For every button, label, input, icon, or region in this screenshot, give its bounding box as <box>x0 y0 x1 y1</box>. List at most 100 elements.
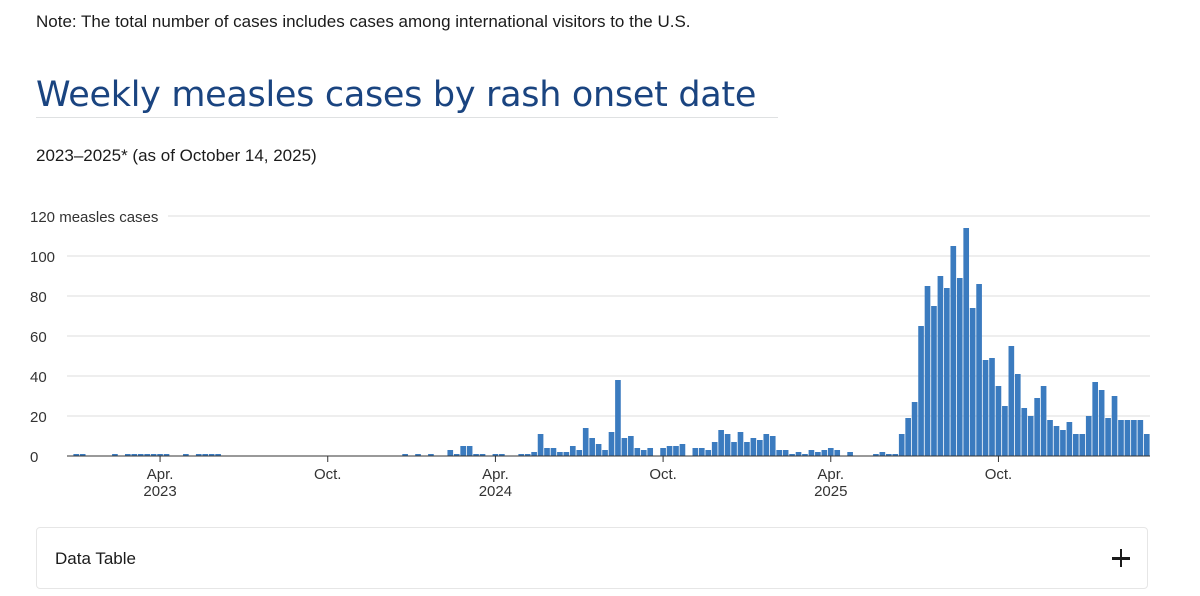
bar <box>802 454 808 456</box>
bar <box>1014 374 1021 456</box>
bar <box>144 454 150 456</box>
bar <box>885 454 892 456</box>
bar <box>950 246 957 456</box>
bar <box>466 446 473 456</box>
bar <box>1060 430 1066 456</box>
y-axis-labels: 0 20 40 60 80 100 120 measles cases <box>30 209 158 466</box>
bar <box>705 450 712 456</box>
bar <box>879 452 886 456</box>
data-table-accordion[interactable]: Data Table <box>36 527 1148 589</box>
y-tick-label: 80 <box>30 289 47 306</box>
bar <box>557 452 563 456</box>
bar <box>402 454 408 456</box>
bar <box>718 430 724 456</box>
bar <box>1092 382 1099 456</box>
bar <box>518 454 525 456</box>
data-table-label: Data Table <box>55 549 136 568</box>
bar <box>995 386 1002 456</box>
bar <box>1066 422 1073 456</box>
x-tick-label-month: Oct. <box>985 466 1013 483</box>
bar <box>1034 398 1040 456</box>
bar <box>731 442 737 456</box>
bar <box>634 448 641 456</box>
bar <box>1040 386 1047 456</box>
bar <box>660 448 666 456</box>
bar <box>1105 418 1111 456</box>
bar <box>937 276 944 456</box>
bar <box>918 326 924 456</box>
bar <box>608 432 615 456</box>
bar <box>647 448 654 456</box>
bar <box>1053 426 1060 456</box>
bar <box>602 450 608 456</box>
bar <box>821 450 828 456</box>
bar <box>524 454 531 456</box>
bar <box>931 306 937 456</box>
bar <box>499 454 505 456</box>
bar <box>163 454 170 456</box>
bar <box>621 438 628 456</box>
x-tick-label-year: 2025 <box>814 483 847 500</box>
bar <box>1008 346 1015 456</box>
bar <box>157 454 163 456</box>
bar <box>460 446 466 456</box>
bar <box>1085 416 1092 456</box>
x-tick-label-year: 2023 <box>143 483 176 500</box>
bar <box>692 448 699 456</box>
bar <box>982 360 989 456</box>
x-tick-label-month: Apr. <box>147 466 174 483</box>
bar <box>589 438 595 456</box>
bar <box>769 436 776 456</box>
bar <box>195 454 202 456</box>
bar <box>808 450 815 456</box>
y-tick-label: 120 measles cases <box>30 209 158 226</box>
bar <box>615 380 621 456</box>
bar <box>827 448 834 456</box>
bar <box>537 434 544 456</box>
bar <box>782 450 789 456</box>
bar <box>847 452 853 456</box>
bar <box>215 454 221 456</box>
chart-subtitle: 2023–2025* (as of October 14, 2025) <box>36 146 317 165</box>
bar <box>447 450 454 456</box>
bar <box>976 284 982 456</box>
bar <box>1021 408 1028 456</box>
bar <box>956 278 963 456</box>
bar <box>969 308 976 456</box>
bar <box>1047 420 1053 456</box>
bar <box>453 454 460 456</box>
bar <box>415 454 421 456</box>
plus-icon[interactable] <box>1112 549 1130 567</box>
bar <box>757 440 763 456</box>
x-axis <box>67 455 1150 462</box>
bar <box>73 454 80 456</box>
bar <box>963 228 970 456</box>
title-divider <box>36 117 778 118</box>
bar <box>1027 416 1034 456</box>
chart-title: Weekly measles cases by rash onset date <box>36 75 757 115</box>
bar <box>744 442 750 456</box>
bar <box>834 450 841 456</box>
bar <box>1073 434 1079 456</box>
bar <box>911 402 918 456</box>
bar <box>479 454 486 456</box>
bar <box>789 454 795 456</box>
bar <box>815 452 821 456</box>
bar <box>582 428 589 456</box>
y-tick-label: 40 <box>30 369 47 386</box>
bar <box>892 454 899 456</box>
bar <box>724 434 731 456</box>
bar <box>563 452 570 456</box>
bar <box>124 454 131 456</box>
x-tick-label-year: 2024 <box>479 483 512 500</box>
bar <box>944 288 950 456</box>
bar <box>595 444 602 456</box>
bar <box>673 446 679 456</box>
bar <box>666 446 673 456</box>
bar <box>989 358 995 456</box>
bar <box>924 286 931 456</box>
bar <box>492 454 499 456</box>
bar <box>1079 434 1086 456</box>
